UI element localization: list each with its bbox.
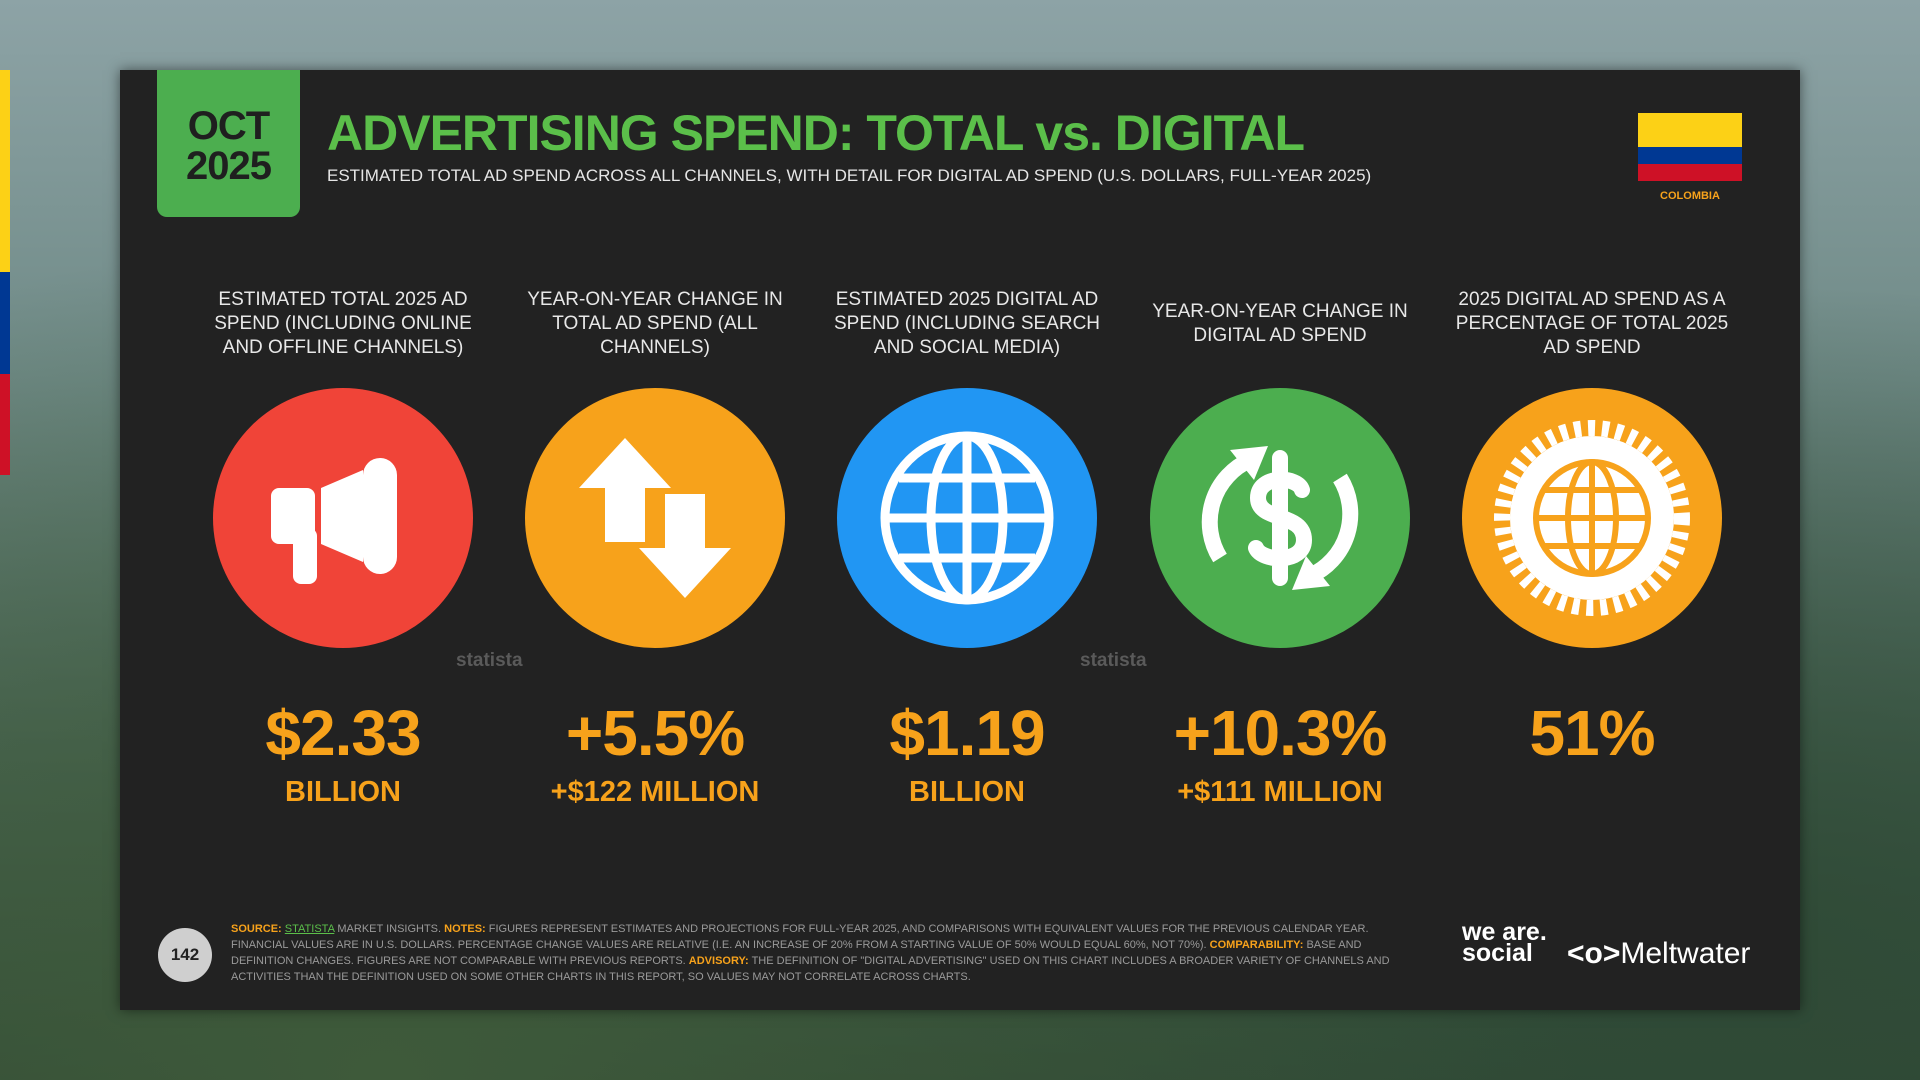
- page-number: 142: [158, 928, 212, 982]
- footnote: SOURCE: STATISTA MARKET INSIGHTS. NOTES:…: [231, 921, 1411, 985]
- stat-unit: BILLION: [909, 776, 1025, 808]
- watermark: statista: [1080, 650, 1147, 671]
- stat-unit: BILLION: [285, 776, 401, 808]
- logo: <o>Meltwater: [1567, 937, 1750, 971]
- stat-value: +10.3%: [1173, 697, 1388, 769]
- stat: ESTIMATED 2025 DIGITAL AD SPEND (INCLUDI…: [817, 288, 1117, 809]
- comparability-label: COMPARABILITY:: [1209, 939, 1304, 951]
- logo-text: Meltwater: [1620, 937, 1751, 970]
- stat-value: $1.19: [889, 697, 1045, 769]
- stat-unit: +$111 MILLION: [1177, 776, 1383, 808]
- icon: [213, 388, 473, 648]
- stat-label: YEAR-ON-YEAR CHANGE IN DIGITAL AD SPEND: [1152, 301, 1408, 346]
- notes-text: FIGURES REPRESENT ESTIMATES AND PROJECTI…: [231, 923, 1369, 951]
- month: OCT: [187, 104, 270, 148]
- advisory-text: THE DEFINITION OF "DIGITAL ADVERTISING" …: [231, 955, 1390, 983]
- source-text: MARKET INSIGHTS.: [337, 923, 442, 935]
- stat: YEAR-ON-YEAR CHANGE IN DIGITAL AD SPEND …: [1130, 288, 1430, 809]
- source-link[interactable]: STATISTA: [284, 923, 335, 935]
- title: ADVERTISING SPEND: TOTAL vs. DIGITAL: [327, 105, 1305, 161]
- date-box: OCT 2025: [157, 70, 300, 217]
- stat-value: 51%: [1529, 697, 1655, 769]
- stat-value: $2.33: [265, 697, 421, 769]
- stat: YEAR-ON-YEAR CHANGE IN TOTAL AD SPEND (A…: [505, 288, 805, 809]
- notes-label: NOTES:: [444, 923, 486, 935]
- stat-label: 2025 DIGITAL AD SPEND AS A PERCENTAGE OF…: [1455, 289, 1729, 358]
- stat-label: YEAR-ON-YEAR CHANGE IN TOTAL AD SPEND (A…: [527, 289, 783, 358]
- flag-stripe: [0, 70, 10, 272]
- country: COLOMBIA: [1660, 190, 1720, 202]
- stat-unit: +$122 MILLION: [550, 776, 760, 808]
- stat-value: +5.5%: [565, 697, 745, 769]
- flag-stripe: [0, 272, 10, 374]
- logo-mark: <o>: [1567, 937, 1621, 970]
- icon: [1462, 388, 1722, 648]
- icon: [1150, 388, 1410, 648]
- stat-label: ESTIMATED TOTAL 2025 AD SPEND (INCLUDING…: [214, 289, 472, 358]
- subtitle: ESTIMATED TOTAL AD SPEND ACROSS ALL CHAN…: [327, 166, 1372, 185]
- comparability-text: BASE AND DEFINITION CHANGES. FIGURES ARE…: [231, 939, 1362, 967]
- flag: [1638, 113, 1742, 181]
- stat-label: ESTIMATED 2025 DIGITAL AD SPEND (INCLUDI…: [833, 289, 1101, 358]
- watermark: statista: [456, 650, 523, 671]
- source-label: SOURCE:: [231, 923, 282, 935]
- logo: we are. social: [1462, 918, 1547, 967]
- flag-stripe: [0, 374, 10, 475]
- stat: ESTIMATED TOTAL 2025 AD SPEND (INCLUDING…: [193, 288, 493, 809]
- stat: 2025 DIGITAL AD SPEND AS A PERCENTAGE OF…: [1442, 288, 1742, 770]
- year: 2025: [186, 144, 272, 188]
- icon: [837, 388, 1097, 648]
- icon: [525, 388, 785, 648]
- advisory-label: ADVISORY:: [688, 955, 749, 967]
